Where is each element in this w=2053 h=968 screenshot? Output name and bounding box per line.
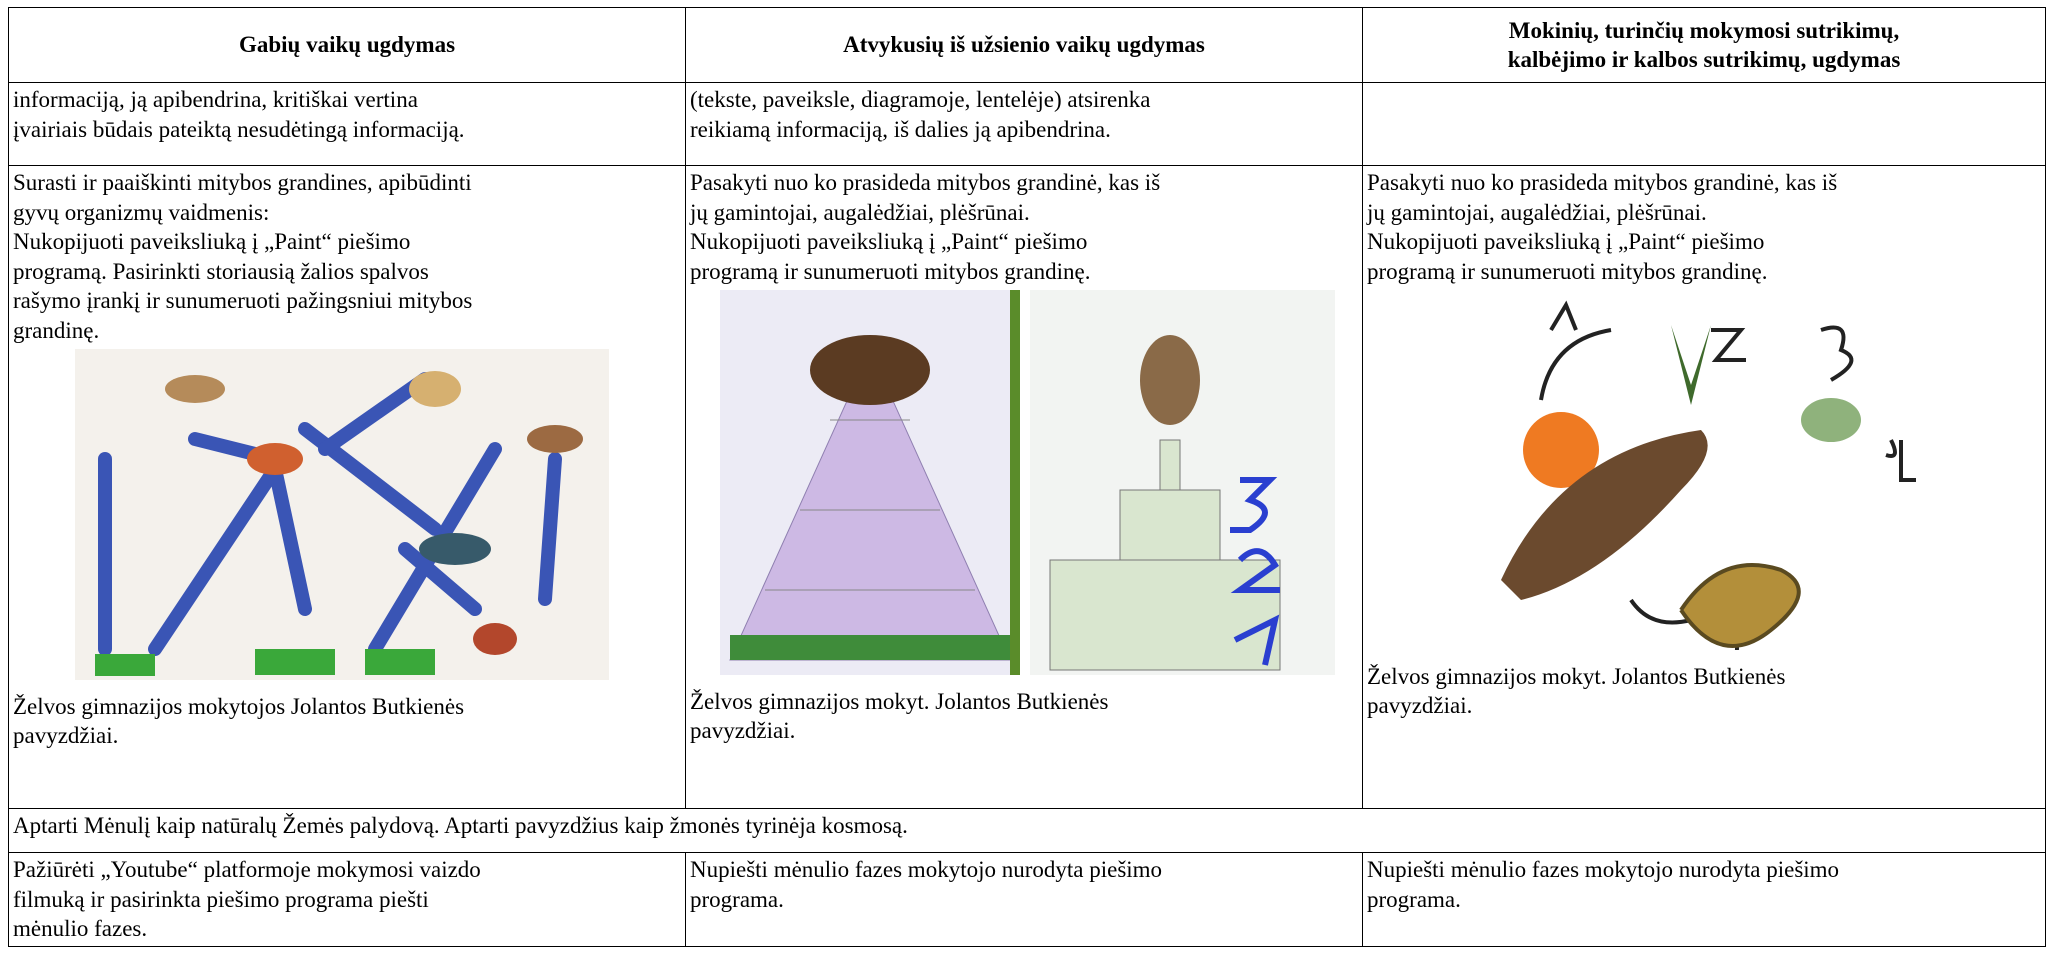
table-row: Aptarti Mėnulį kaip natūralų Žemės palyd…: [8, 808, 2046, 853]
text-line: jų gamintojai, augalėdžiai, plėšrūnai.: [690, 199, 1030, 225]
caption-line: pavyzdžiai.: [1367, 693, 1473, 718]
text-line: Pasakyti nuo ko prasideda mitybos grandi…: [690, 170, 1161, 195]
text-line: Pažiūrėti „Youtube“ platformoje mokymosi…: [13, 857, 481, 882]
text-line: Gabių vaikų ugdymas: [238, 32, 456, 58]
table-row: informaciją, ją apibendrina, kritiškai v…: [8, 82, 2046, 166]
text-line: reikiamą informaciją, iš dalies ją apibe…: [690, 116, 1111, 142]
curriculum-table: Gabių vaikų ugdymas Atvykusių iš užsienio…: [8, 7, 2046, 947]
text-line: informaciją, ją apibendrina, kritiškai v…: [13, 87, 418, 112]
table-row: Surasti ir paaiškinti mitybos grandines,…: [8, 165, 2046, 809]
table-cell: Surasti ir paaiškinti mitybos grandines,…: [8, 165, 686, 809]
text-line: jų gamintojai, augalėdžiai, plėšrūnai.: [1367, 199, 1707, 225]
text-line: Surasti ir paaiškinti mitybos grandines,…: [13, 170, 472, 195]
text-line: kalbėjimo ir kalbos sutrikimų, ugdymas: [1507, 47, 1901, 72]
illustration: [720, 290, 1358, 683]
illustration: [1421, 290, 2041, 658]
text-line: Atvykusių iš užsienio vaikų ugdymas: [843, 32, 1205, 58]
text-line: (tekste, paveiksle, diagramoje, lentelėj…: [690, 87, 1151, 112]
text-line: programą ir sunumeruoti mitybos grandinę…: [1367, 258, 1768, 284]
text-line: įvairiais būdais pateiktą nesudėtingą in…: [13, 116, 465, 142]
food-chain-image: [720, 290, 1335, 675]
text-line: Nukopijuoti paveiksliuką į „Paint“ pieši…: [1367, 229, 1765, 254]
table-cell: Nupiešti mėnulio fazes mokytojo nurodyta…: [1362, 852, 2046, 947]
food-chain-image: [75, 349, 609, 680]
table-cell: Pasakyti nuo ko prasideda mitybos grandi…: [685, 165, 1363, 809]
table-cell: Aptarti Mėnulį kaip natūralų Žemės palyd…: [8, 808, 2046, 853]
table-body: informaciją, ją apibendrina, kritiškai v…: [8, 82, 2046, 947]
text-line: rašymo įrankį ir sunumeruoti pažingsniui…: [13, 288, 473, 313]
text-line: programą ir sunumeruoti mitybos grandinę…: [690, 258, 1091, 284]
food-chain-image: [1421, 290, 1941, 657]
document: Gabių vaikų ugdymas Atvykusių iš užsienio…: [8, 7, 2046, 947]
caption-line: Želvos gimnazijos mokyt. Jolantos Butkie…: [690, 688, 1109, 714]
text-line: Aptarti Mėnulį kaip natūralų Žemės palyd…: [13, 813, 908, 838]
text-line: Nupiešti mėnulio fazes mokytojo nurodyta…: [690, 857, 1163, 882]
column-header: Gabių vaikų ugdymas: [8, 7, 686, 83]
table-cell: (tekste, paveiksle, diagramoje, lentelėj…: [685, 82, 1363, 166]
column-header: Mokinių, turinčių mokymosi sutrikimų, kal…: [1362, 7, 2046, 83]
illustration: [75, 349, 681, 688]
caption-line: Želvos gimnazijos mokytojos Jolantos But…: [13, 693, 465, 719]
text-line: Pasakyti nuo ko prasideda mitybos grandi…: [1367, 170, 1838, 195]
text-line: gyvų organizmų vaidmenis:: [13, 199, 270, 225]
caption-line: Želvos gimnazijos mokyt. Jolantos Butkie…: [1367, 663, 1786, 689]
table-cell: [1362, 82, 2046, 166]
text-line: Nukopijuoti paveiksliuką į „Paint“ pieši…: [690, 229, 1088, 254]
caption-line: pavyzdžiai.: [13, 723, 119, 748]
text-line: programa.: [1367, 886, 1461, 912]
table-cell: informaciją, ją apibendrina, kritiškai v…: [8, 82, 686, 166]
text-line: Nupiešti mėnulio fazes mokytojo nurodyta…: [1367, 857, 1840, 882]
text-line: Mokinių, turinčių mokymosi sutrikimų,: [1508, 17, 1900, 43]
table-cell: Nupiešti mėnulio fazes mokytojo nurodyta…: [685, 852, 1363, 947]
table-row: Pažiūrėti „Youtube“ platformoje mokymosi…: [8, 852, 2046, 947]
header-row: Gabių vaikų ugdymas Atvykusių iš užsienio…: [8, 7, 2046, 83]
text-line: mėnulio fazes.: [13, 916, 148, 941]
text-line: grandinę.: [13, 317, 100, 343]
text-line: Nukopijuoti paveiksliuką į „Paint“ pieši…: [13, 229, 411, 254]
column-header: Atvykusių iš užsienio vaikų ugdymas: [685, 7, 1363, 83]
text-line: filmuką ir pasirinkta piešimo programa p…: [13, 886, 429, 912]
text-line: programą. Pasirinkti storiausią žalios s…: [13, 258, 429, 284]
table-cell: Pažiūrėti „Youtube“ platformoje mokymosi…: [8, 852, 686, 947]
text-line: programa.: [690, 886, 784, 912]
table-cell: Pasakyti nuo ko prasideda mitybos grandi…: [1362, 165, 2046, 809]
caption-line: pavyzdžiai.: [690, 718, 796, 743]
